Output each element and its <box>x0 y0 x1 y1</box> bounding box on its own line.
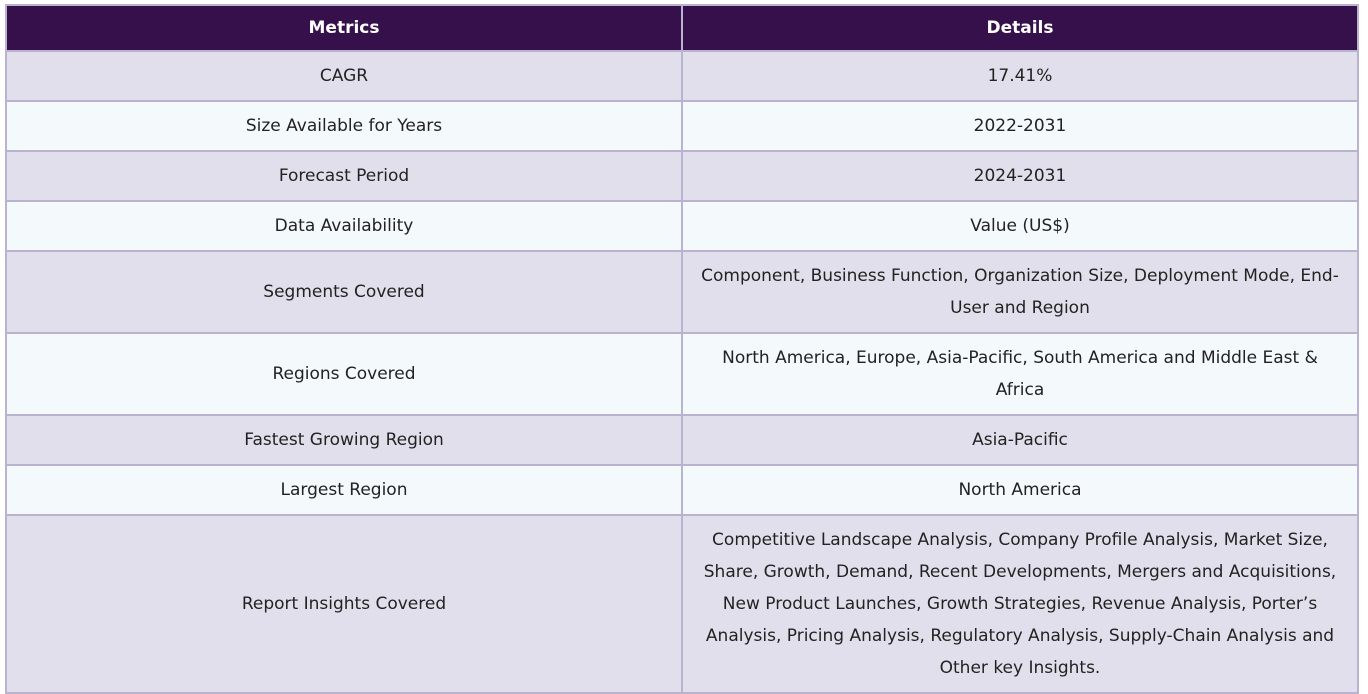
detail-cell: North America <box>681 464 1359 516</box>
table-row: CAGR 17.41% <box>5 50 1359 102</box>
metric-cell: Data Availability <box>5 200 683 252</box>
detail-cell: North America, Europe, Asia-Pacific, Sou… <box>681 332 1359 416</box>
metric-cell: Segments Covered <box>5 250 683 334</box>
detail-cell: 17.41% <box>681 50 1359 102</box>
metric-cell: Fastest Growing Region <box>5 414 683 466</box>
metrics-table-container: Metrics Details CAGR 17.41% Size Availab… <box>5 4 1359 694</box>
metric-cell: Size Available for Years <box>5 100 683 152</box>
table-row: Report Insights Covered Competitive Land… <box>5 514 1359 694</box>
metric-cell: CAGR <box>5 50 683 102</box>
table-row: Regions Covered North America, Europe, A… <box>5 332 1359 416</box>
detail-cell: Competitive Landscape Analysis, Company … <box>681 514 1359 694</box>
detail-cell: Value (US$) <box>681 200 1359 252</box>
detail-cell: 2022-2031 <box>681 100 1359 152</box>
detail-cell: Component, Business Function, Organizati… <box>681 250 1359 334</box>
header-metrics: Metrics <box>5 4 683 52</box>
table-row: Data Availability Value (US$) <box>5 200 1359 252</box>
metric-cell: Regions Covered <box>5 332 683 416</box>
header-details: Details <box>681 4 1359 52</box>
table-row: Segments Covered Component, Business Fun… <box>5 250 1359 334</box>
table-header-row: Metrics Details <box>5 4 1359 52</box>
table-row: Size Available for Years 2022-2031 <box>5 100 1359 152</box>
detail-cell: Asia-Pacific <box>681 414 1359 466</box>
table-row: Forecast Period 2024-2031 <box>5 150 1359 202</box>
table-row: Fastest Growing Region Asia-Pacific <box>5 414 1359 466</box>
detail-cell: 2024-2031 <box>681 150 1359 202</box>
metric-cell: Forecast Period <box>5 150 683 202</box>
metrics-table: Metrics Details CAGR 17.41% Size Availab… <box>5 4 1359 694</box>
table-row: Largest Region North America <box>5 464 1359 516</box>
metric-cell: Largest Region <box>5 464 683 516</box>
metric-cell: Report Insights Covered <box>5 514 683 694</box>
